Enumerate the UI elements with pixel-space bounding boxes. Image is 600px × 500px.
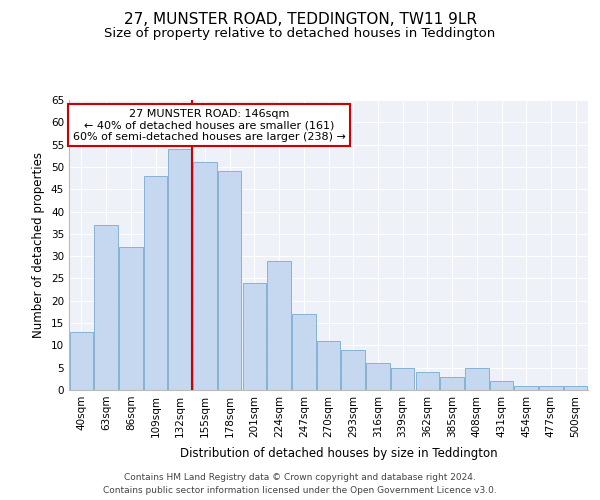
Bar <box>564 386 587 390</box>
Bar <box>490 381 513 390</box>
Bar <box>193 162 217 390</box>
Bar <box>70 332 93 390</box>
Bar <box>94 225 118 390</box>
Bar <box>292 314 316 390</box>
Bar <box>416 372 439 390</box>
Bar <box>169 149 192 390</box>
Text: 27 MUNSTER ROAD: 146sqm
← 40% of detached houses are smaller (161)
60% of semi-d: 27 MUNSTER ROAD: 146sqm ← 40% of detache… <box>73 108 346 142</box>
Bar <box>514 386 538 390</box>
Bar <box>539 386 563 390</box>
Text: Distribution of detached houses by size in Teddington: Distribution of detached houses by size … <box>180 448 498 460</box>
Bar <box>366 363 389 390</box>
Text: 27, MUNSTER ROAD, TEDDINGTON, TW11 9LR: 27, MUNSTER ROAD, TEDDINGTON, TW11 9LR <box>124 12 476 28</box>
Bar <box>440 376 464 390</box>
Text: Size of property relative to detached houses in Teddington: Size of property relative to detached ho… <box>104 28 496 40</box>
Bar <box>391 368 415 390</box>
Text: Contains HM Land Registry data © Crown copyright and database right 2024.
Contai: Contains HM Land Registry data © Crown c… <box>103 474 497 495</box>
Bar <box>465 368 488 390</box>
Y-axis label: Number of detached properties: Number of detached properties <box>32 152 46 338</box>
Bar <box>341 350 365 390</box>
Bar <box>317 341 340 390</box>
Bar <box>242 283 266 390</box>
Bar <box>268 260 291 390</box>
Bar <box>218 172 241 390</box>
Bar <box>144 176 167 390</box>
Bar <box>119 247 143 390</box>
